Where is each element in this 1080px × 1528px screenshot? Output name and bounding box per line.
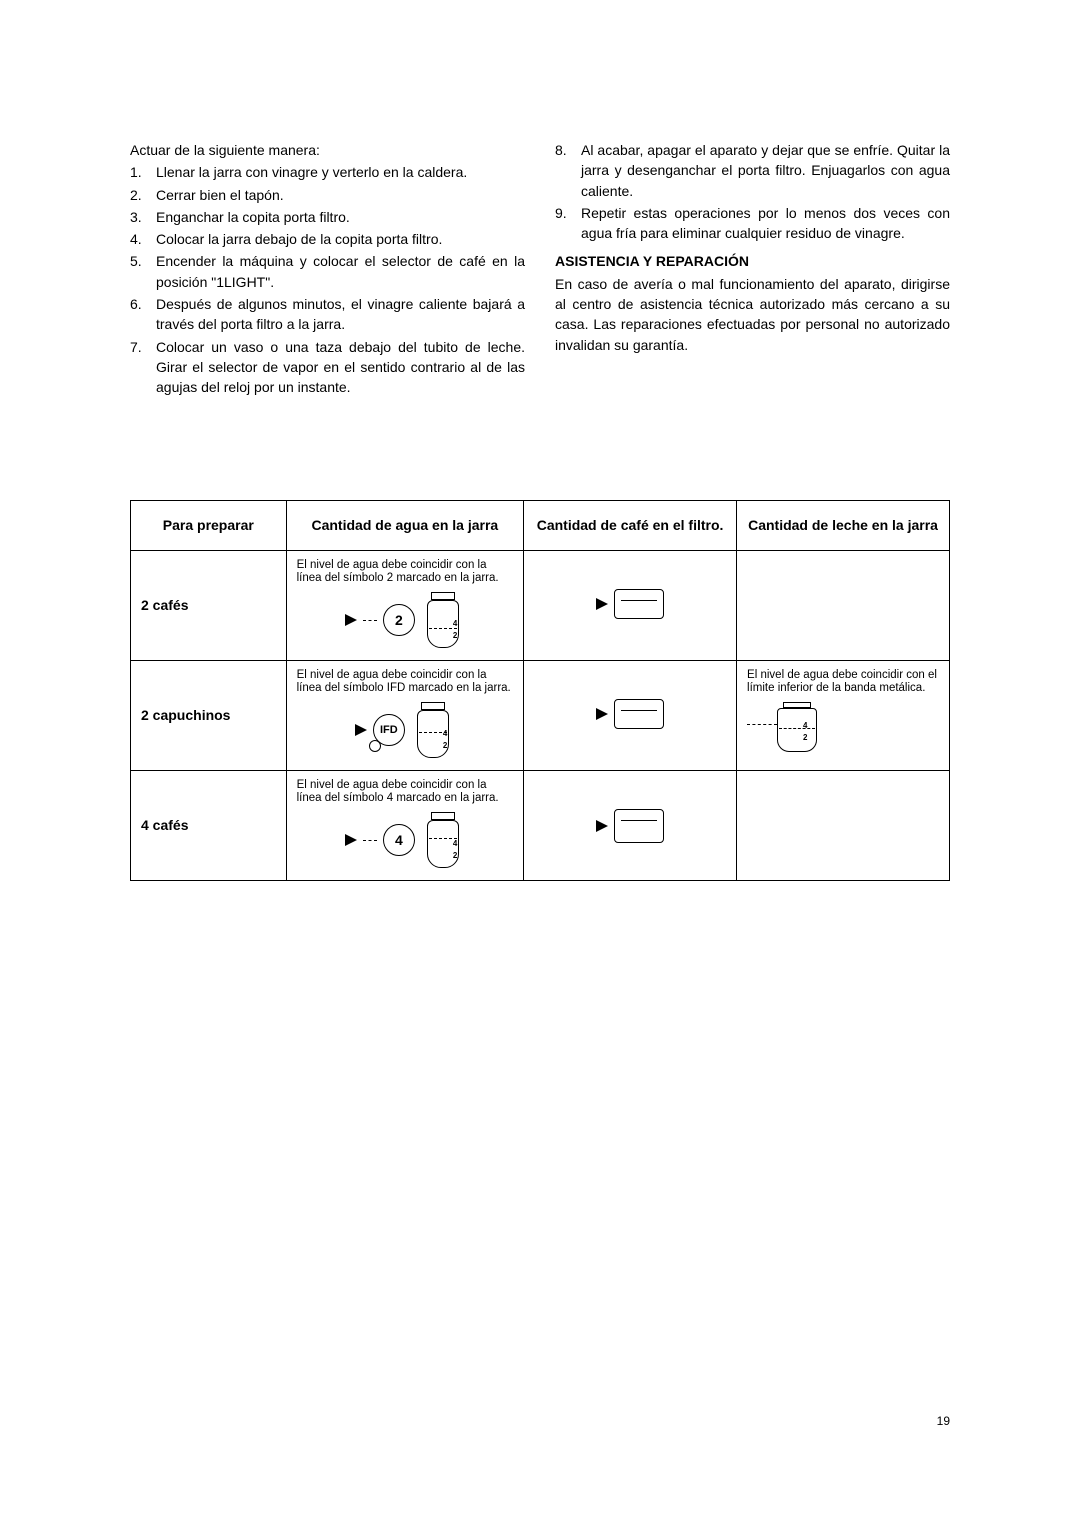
water-diagram: 2 4 2: [297, 592, 514, 648]
water-text: El nivel de agua debe coincidir con la l…: [297, 779, 514, 807]
step-text: Cerrar bien el tapón.: [156, 185, 525, 205]
step-text: Colocar un vaso o una taza debajo del tu…: [156, 337, 525, 398]
step-text: Encender la máquina y colocar el selecto…: [156, 251, 525, 292]
water-cell: El nivel de agua debe coincidir con la l…: [286, 770, 524, 880]
arrow-icon: [596, 598, 608, 610]
jug-icon: 4 2: [421, 812, 465, 868]
step-num: 5.: [130, 251, 156, 292]
dash-icon: [363, 840, 377, 841]
milk-cell: [737, 550, 950, 660]
milk-cell: [737, 770, 950, 880]
milk-text: El nivel de agua debe coincidir con el l…: [747, 669, 939, 697]
coffee-diagram: [534, 809, 726, 843]
coffee-diagram: [534, 589, 726, 619]
water-diagram: IFD 4 2: [297, 702, 514, 758]
jug-icon: 4 2: [421, 592, 465, 648]
steps-list-left: 1.Llenar la jarra con vinagre y verterlo…: [130, 162, 525, 397]
table-row: 2 cafés El nivel de agua debe coincidir …: [131, 550, 950, 660]
step-num: 7.: [130, 337, 156, 398]
row-label: 4 cafés: [131, 770, 287, 880]
row-label: 2 capuchinos: [131, 660, 287, 770]
step-text: Al acabar, apagar el aparato y dejar que…: [581, 140, 950, 201]
filter-icon: [614, 809, 664, 843]
table-header-row: Para preparar Cantidad de agua en la jar…: [131, 500, 950, 550]
step-num: 4.: [130, 229, 156, 249]
intro-text: Actuar de la siguiente manera:: [130, 140, 525, 160]
milk-jug-icon: 4 2: [747, 702, 817, 752]
coffee-cell: [524, 660, 737, 770]
table-row: 2 capuchinos El nivel de agua debe coinc…: [131, 660, 950, 770]
right-column: 8.Al acabar, apagar el aparato y dejar q…: [555, 140, 950, 400]
step-text: Llenar la jarra con vinagre y verterlo e…: [156, 162, 525, 182]
water-cell: El nivel de agua debe coincidir con la l…: [286, 660, 524, 770]
preparation-table: Para preparar Cantidad de agua en la jar…: [130, 500, 950, 881]
arrow-icon: [596, 820, 608, 832]
filter-icon: [614, 699, 664, 729]
step-num: 1.: [130, 162, 156, 182]
water-text: El nivel de agua debe coincidir con la l…: [297, 669, 514, 697]
page-number: 19: [937, 1414, 950, 1428]
coffee-cell: [524, 770, 737, 880]
step-text: Colocar la jarra debajo de la copita por…: [156, 229, 525, 249]
dash-icon: [363, 620, 377, 621]
step-text: Repetir estas operaciones por lo menos d…: [581, 203, 950, 244]
step-text: Después de algunos minutos, el vinagre c…: [156, 294, 525, 335]
arrow-icon: [345, 834, 357, 846]
symbol-icon: 4: [383, 824, 415, 856]
th-water: Cantidad de agua en la jarra: [286, 500, 524, 550]
arrow-icon: [345, 614, 357, 626]
steps-list-right: 8.Al acabar, apagar el aparato y dejar q…: [555, 140, 950, 243]
water-diagram: 4 4 2: [297, 812, 514, 868]
water-text: El nivel de agua debe coincidir con la l…: [297, 559, 514, 587]
table-row: 4 cafés El nivel de agua debe coincidir …: [131, 770, 950, 880]
milk-diagram: 4 2: [747, 702, 939, 752]
section-paragraph: En caso de avería o mal funcionamiento d…: [555, 274, 950, 355]
water-cell: El nivel de agua debe coincidir con la l…: [286, 550, 524, 660]
step-num: 9.: [555, 203, 581, 244]
section-heading: ASISTENCIA Y REPARACIÓN: [555, 251, 950, 271]
arrow-icon: [355, 724, 367, 736]
step-num: 8.: [555, 140, 581, 201]
text-columns: Actuar de la siguiente manera: 1.Llenar …: [130, 140, 950, 400]
step-num: 2.: [130, 185, 156, 205]
step-num: 3.: [130, 207, 156, 227]
row-label: 2 cafés: [131, 550, 287, 660]
milk-cell: El nivel de agua debe coincidir con el l…: [737, 660, 950, 770]
step-num: 6.: [130, 294, 156, 335]
symbol-icon: 2: [383, 604, 415, 636]
th-coffee: Cantidad de café en el filtro.: [524, 500, 737, 550]
th-prepare: Para preparar: [131, 500, 287, 550]
filter-icon: [614, 589, 664, 619]
th-milk: Cantidad de leche en la jarra: [737, 500, 950, 550]
coffee-diagram: [534, 699, 726, 729]
step-text: Enganchar la copita porta filtro.: [156, 207, 525, 227]
jug-icon: 4 2: [411, 702, 455, 758]
arrow-icon: [596, 708, 608, 720]
coffee-cell: [524, 550, 737, 660]
left-column: Actuar de la siguiente manera: 1.Llenar …: [130, 140, 525, 400]
